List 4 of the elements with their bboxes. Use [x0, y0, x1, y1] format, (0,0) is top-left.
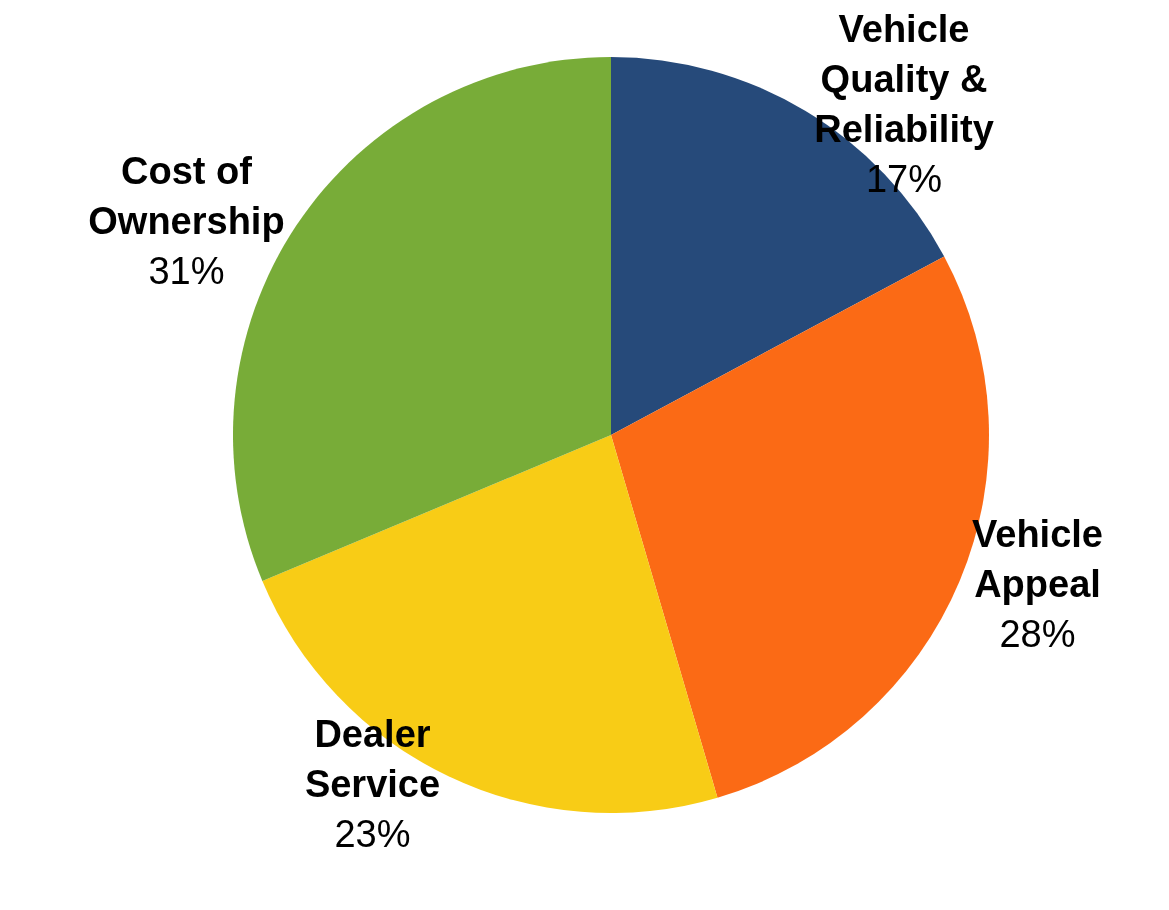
data-label: 23% — [334, 812, 411, 855]
data-label: 28% — [999, 613, 1076, 656]
data-label: 31% — [148, 250, 225, 293]
slice-label: Cost of Ownership — [88, 150, 285, 243]
